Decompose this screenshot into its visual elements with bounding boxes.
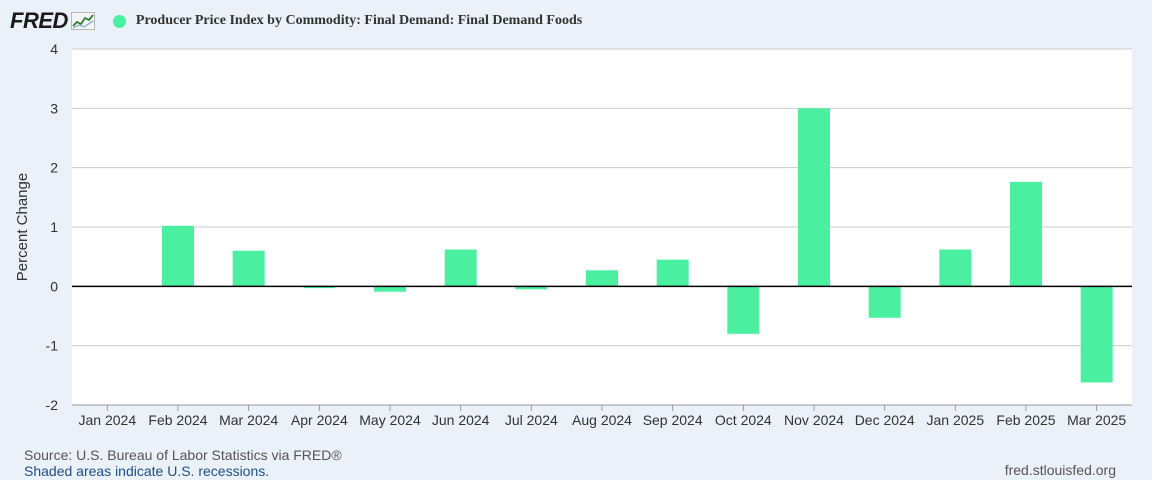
bar-dec-2024: [868, 286, 901, 318]
chart-header: FRED Producer Price Index by Commodity: …: [10, 6, 582, 36]
bar-feb-2025: [1010, 181, 1042, 287]
bar-aug-2024: [586, 270, 618, 287]
y-tick-label: -2: [46, 397, 59, 413]
x-tick-label: Jan 2024: [79, 412, 137, 428]
x-tick-label: Aug 2024: [572, 412, 632, 428]
x-tick-label: Mar 2025: [1067, 412, 1126, 428]
source-note: Source: U.S. Bureau of Labor Statistics …: [24, 447, 342, 463]
chart-legend: Producer Price Index by Commodity: Final…: [112, 13, 583, 29]
bar-jan-2025: [939, 249, 972, 287]
y-tick-label: 3: [50, 100, 58, 116]
bar-may-2024: [374, 286, 406, 292]
fred-logo-text: FRED: [10, 8, 68, 33]
bar-nov-2024: [798, 108, 830, 287]
bar-chart: 4 3 2 1 0 -1 -2 Percent Change Jan 2024 Feb 2024 M…: [14, 41, 1132, 428]
bar-mar-2025: [1080, 286, 1113, 383]
x-tick-label: Apr 2024: [291, 412, 348, 428]
x-tick-label: Feb 2024: [148, 412, 207, 428]
bar-mar-2024: [232, 250, 265, 287]
fred-logo[interactable]: FRED: [10, 8, 95, 34]
x-tick-label: Feb 2025: [996, 412, 1055, 428]
x-tick-label: Mar 2024: [219, 412, 278, 428]
y-tick-label: 4: [50, 41, 58, 57]
legend-series-title: Producer Price Index by Commodity: Final…: [135, 13, 583, 28]
chart-line-icon: [70, 12, 95, 30]
bar-oct-2024: [727, 286, 760, 334]
site-url[interactable]: fred.stlouisfed.org: [1004, 462, 1116, 478]
y-axis-label: Percent Change: [14, 173, 31, 281]
bar-apr-2024: [303, 286, 336, 289]
y-tick-label: -1: [46, 338, 59, 354]
x-tick-label: Nov 2024: [784, 412, 844, 428]
bar-jun-2024: [444, 249, 477, 287]
x-tick-label: Jul 2024: [505, 412, 558, 428]
x-tick-label: Sep 2024: [643, 412, 703, 428]
y-tick-label: 2: [50, 160, 58, 176]
legend-swatch: [112, 14, 126, 28]
x-tick-label: Jun 2024: [432, 412, 490, 428]
x-tick-label: May 2024: [359, 412, 421, 428]
bar-feb-2024: [162, 225, 194, 287]
x-tick-label: Dec 2024: [855, 412, 915, 428]
x-tick-label: Oct 2024: [715, 412, 772, 428]
bar-sep-2024: [656, 259, 689, 287]
y-tick-label: 0: [50, 278, 58, 294]
y-tick-label: 1: [50, 219, 58, 235]
recession-note: Shaded areas indicate U.S. recessions.: [24, 463, 270, 479]
chart-footer: Source: U.S. Bureau of Labor Statistics …: [24, 447, 342, 479]
x-tick-label: Jan 2025: [927, 412, 985, 428]
bar-jul-2024: [515, 286, 548, 290]
